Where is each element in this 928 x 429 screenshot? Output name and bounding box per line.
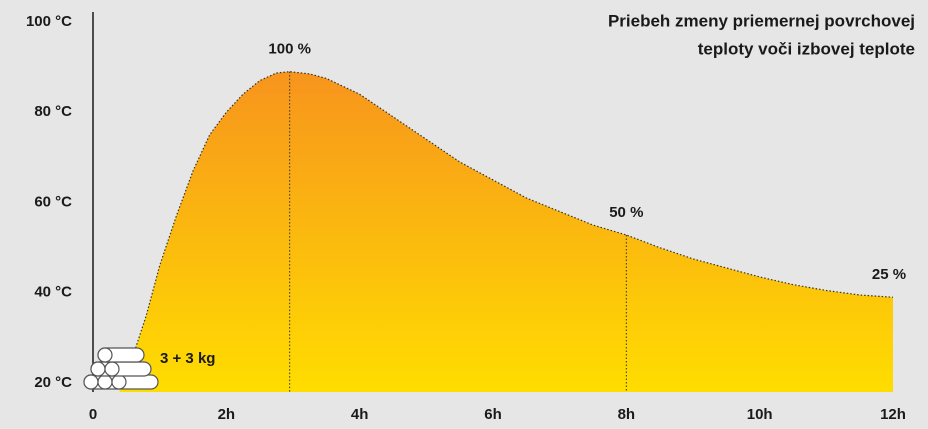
page: {"chart_data": {"type": "area", "title":… xyxy=(0,0,928,429)
chart-title: Priebeh zmeny priemernej povrchovej xyxy=(608,11,915,30)
annotation: 25 % xyxy=(872,266,906,283)
y-tick-label: 80 °C xyxy=(34,103,72,120)
plot xyxy=(120,72,893,392)
y-tick-label: 100 °C xyxy=(26,13,72,30)
y-tick-label: 60 °C xyxy=(34,193,72,210)
annotation: 100 % xyxy=(268,41,311,58)
x-tick-label: 12h xyxy=(880,406,906,423)
x-tick-label: 8h xyxy=(618,406,636,423)
x-tick-label: 4h xyxy=(351,406,369,423)
y-tick-label: 20 °C xyxy=(34,374,72,391)
area xyxy=(120,72,893,392)
annotation: 50 % xyxy=(609,204,643,221)
chart: Priebeh zmeny priemernej povrchovej tepl… xyxy=(0,0,928,429)
x-tick-label: 10h xyxy=(747,406,773,423)
x-tick-label: 2h xyxy=(218,406,236,423)
chart-title: teploty voči izbovej teplote xyxy=(698,39,915,58)
y-tick-label: 40 °C xyxy=(34,284,72,301)
x-tick-label: 6h xyxy=(484,406,502,423)
load-label: 3 + 3 kg xyxy=(160,350,215,367)
x-tick-label: 0 xyxy=(89,406,97,423)
